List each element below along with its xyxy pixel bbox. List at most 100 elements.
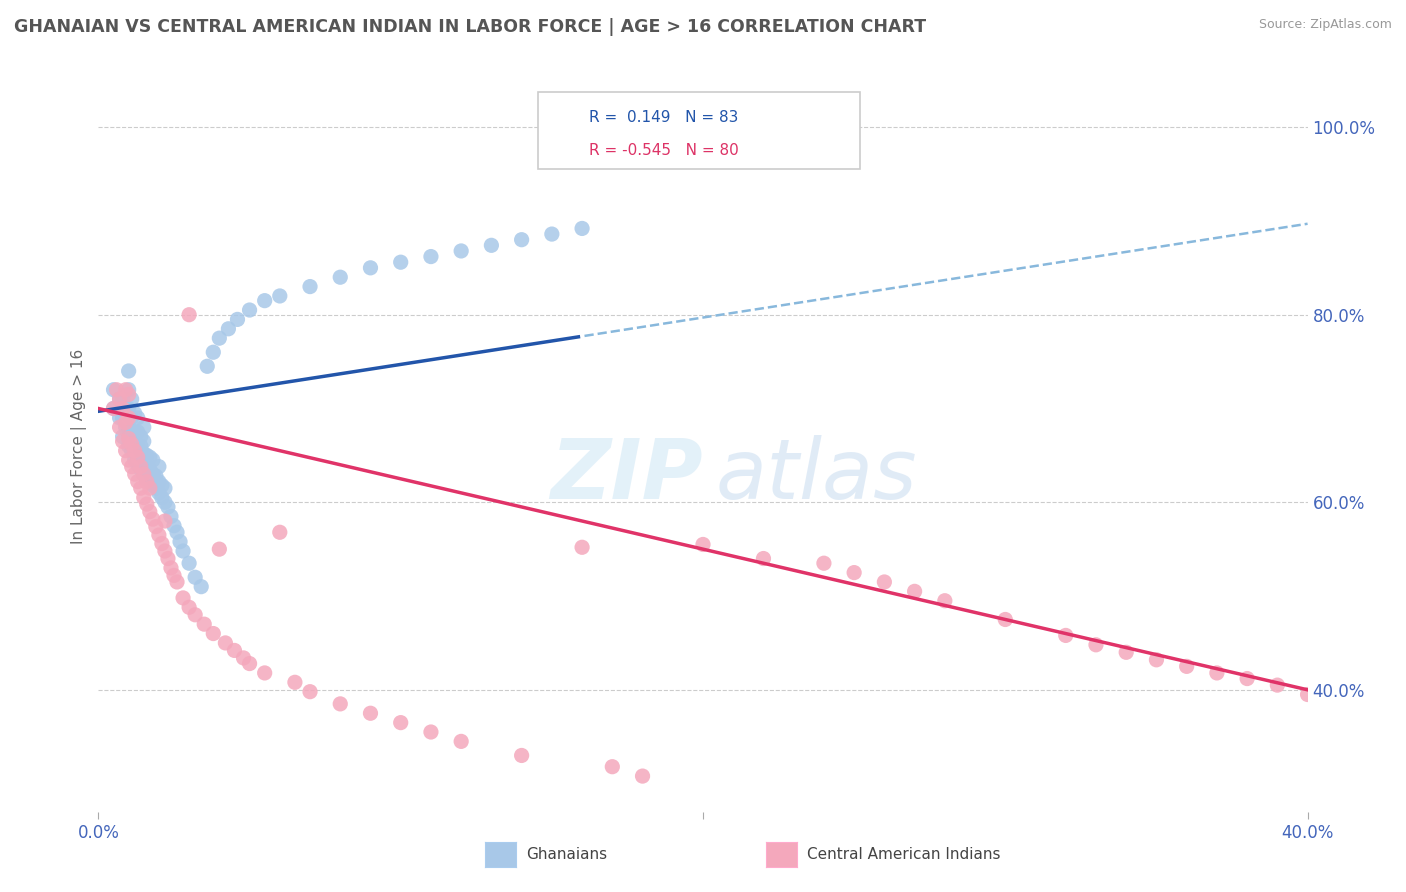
Point xyxy=(103,401,125,416)
Point xyxy=(148,459,170,474)
Point xyxy=(1144,653,1167,667)
Point xyxy=(1296,688,1319,702)
Point xyxy=(124,406,146,420)
Point xyxy=(145,519,167,533)
Point xyxy=(160,509,183,524)
Point xyxy=(142,512,165,526)
Point xyxy=(118,383,141,397)
Point xyxy=(179,600,201,615)
Point xyxy=(150,478,173,492)
Point xyxy=(994,612,1017,626)
Point xyxy=(124,434,146,449)
Point xyxy=(127,458,149,472)
Point xyxy=(118,387,141,401)
Point xyxy=(135,475,157,489)
Point xyxy=(118,429,141,443)
Point xyxy=(114,416,136,430)
Point xyxy=(142,453,165,467)
Point xyxy=(299,279,322,293)
Point xyxy=(195,359,218,374)
Text: Central American Indians: Central American Indians xyxy=(807,847,1001,862)
Point xyxy=(135,449,157,463)
Point xyxy=(510,748,533,763)
Point xyxy=(121,410,143,425)
Text: R = -0.545   N = 80: R = -0.545 N = 80 xyxy=(589,143,740,158)
Point xyxy=(420,725,443,739)
Point xyxy=(129,453,152,467)
Point xyxy=(124,425,146,439)
Point xyxy=(571,541,593,555)
Point xyxy=(135,497,157,511)
Point xyxy=(166,574,188,589)
Point xyxy=(153,544,176,558)
Point xyxy=(124,453,146,467)
Point xyxy=(108,420,131,434)
Point xyxy=(118,364,141,378)
Point xyxy=(692,537,714,551)
Point xyxy=(153,495,176,509)
Point xyxy=(179,308,201,322)
Point xyxy=(450,734,472,748)
Point xyxy=(114,401,136,416)
Point xyxy=(139,505,162,519)
Point xyxy=(145,469,167,483)
Point xyxy=(114,443,136,458)
Point xyxy=(239,657,262,671)
Point xyxy=(121,437,143,451)
Point xyxy=(124,443,146,458)
Point xyxy=(127,410,149,425)
Point xyxy=(389,715,412,730)
Point xyxy=(132,491,155,505)
Point xyxy=(121,392,143,406)
Point xyxy=(118,420,141,434)
Point xyxy=(127,425,149,439)
Point xyxy=(124,467,146,482)
Point xyxy=(1206,665,1229,680)
Point xyxy=(166,525,188,540)
Point xyxy=(127,450,149,465)
Point xyxy=(844,566,866,580)
Point xyxy=(873,574,896,589)
Point xyxy=(934,593,956,607)
Point xyxy=(114,420,136,434)
Point xyxy=(360,706,382,721)
Point xyxy=(389,255,412,269)
Point xyxy=(129,462,152,476)
Point xyxy=(602,760,624,774)
Point xyxy=(111,401,134,416)
Point xyxy=(124,443,146,458)
Point xyxy=(153,514,176,528)
Point xyxy=(148,528,170,542)
Point xyxy=(752,551,775,566)
Point xyxy=(118,439,141,453)
Point xyxy=(156,500,179,514)
Point xyxy=(169,534,191,549)
Point xyxy=(139,450,162,465)
Point xyxy=(1054,628,1077,642)
Point xyxy=(103,383,125,397)
Point xyxy=(135,472,157,486)
Point xyxy=(1267,678,1289,692)
Point xyxy=(132,420,155,434)
Point xyxy=(118,401,141,416)
Text: Source: ZipAtlas.com: Source: ZipAtlas.com xyxy=(1258,18,1392,31)
Point xyxy=(571,221,593,235)
Point xyxy=(153,481,176,495)
Point xyxy=(135,459,157,474)
Point xyxy=(121,425,143,439)
Point xyxy=(510,233,533,247)
Point xyxy=(269,289,291,303)
Point xyxy=(224,643,246,657)
Point xyxy=(142,478,165,492)
Point xyxy=(150,536,173,550)
Point xyxy=(132,446,155,460)
Point xyxy=(121,443,143,458)
Text: atlas: atlas xyxy=(716,434,917,516)
Point xyxy=(1175,659,1198,673)
Point xyxy=(269,525,291,540)
Point xyxy=(105,383,128,397)
Point xyxy=(121,459,143,474)
Point xyxy=(118,432,141,446)
Point xyxy=(132,458,155,472)
Point xyxy=(253,665,276,680)
